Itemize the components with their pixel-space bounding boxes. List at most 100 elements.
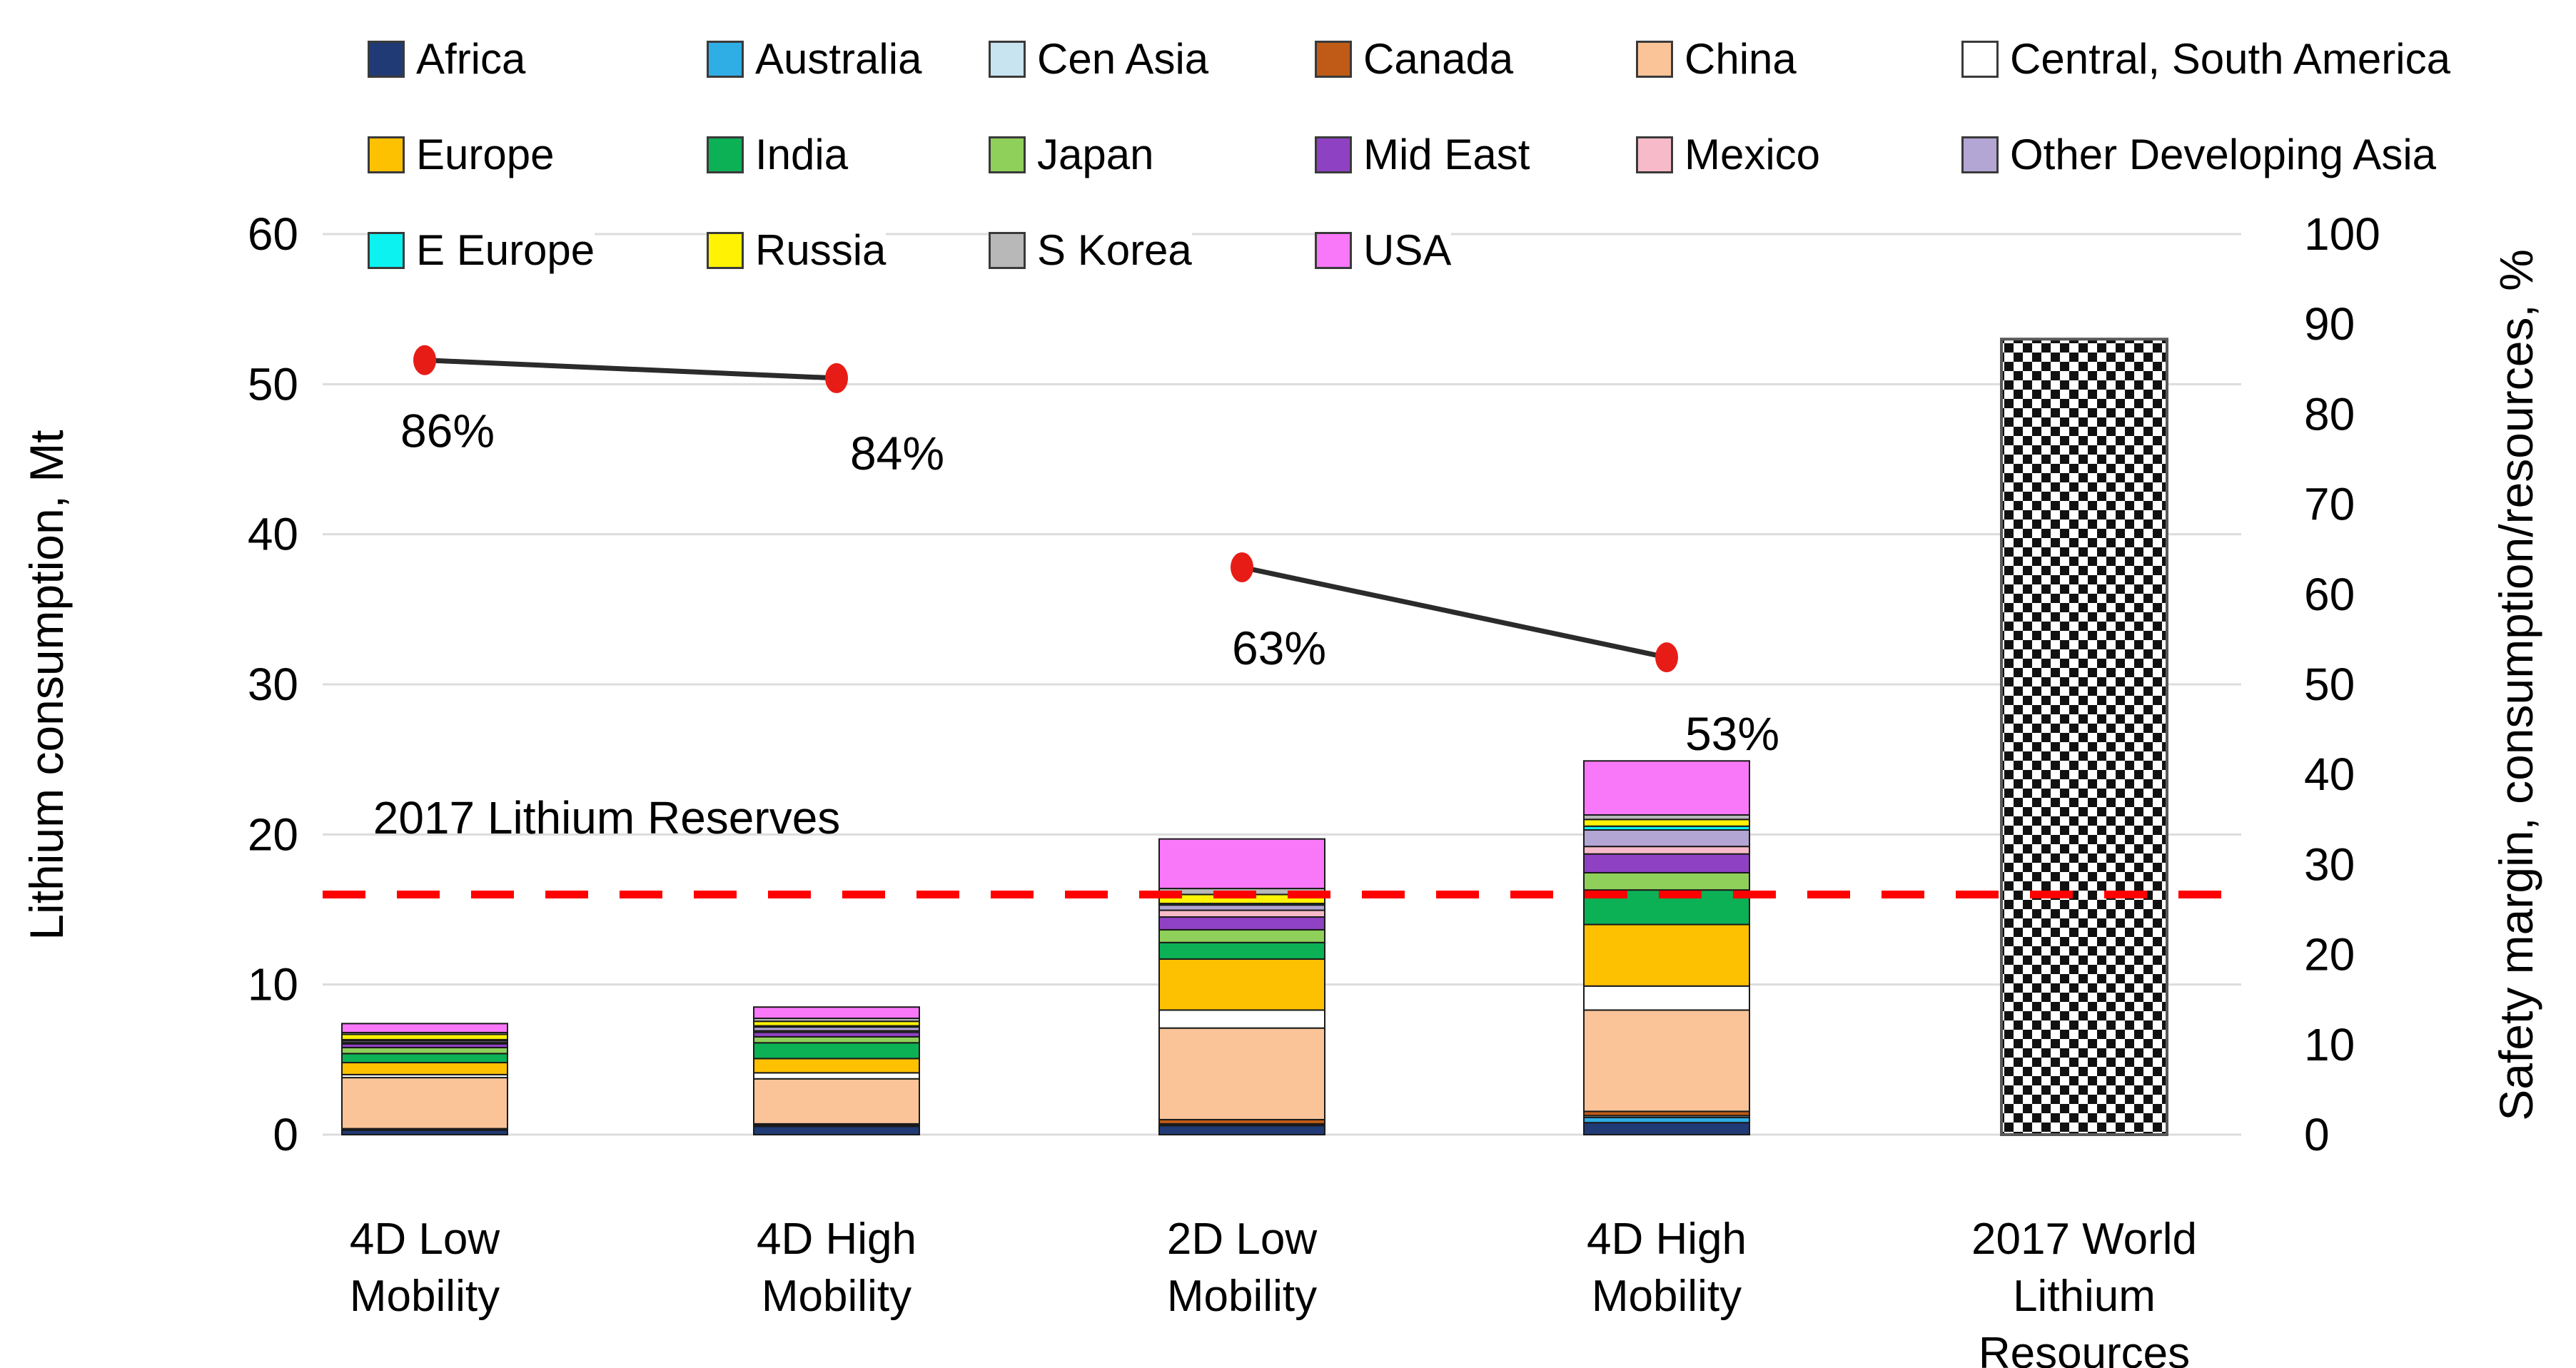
bar-segment-europe (1583, 923, 1750, 987)
bar-segment-india (1158, 941, 1325, 960)
legend-label: S Korea (1037, 226, 1192, 274)
bar-segment-india (341, 1053, 508, 1064)
bar-segment-mexico (1583, 846, 1750, 855)
right-axis-tick-50: 50 (2304, 659, 2355, 710)
bar-segment-china (1583, 1009, 1750, 1113)
legend-label: Japan (1037, 131, 1154, 178)
legend-item-china: China (1636, 31, 1797, 87)
legend-label: Other Developing Asia (2010, 131, 2437, 178)
category-label-0: 4D Low Mobility (350, 1215, 500, 1321)
legend-label: Mid East (1363, 131, 1530, 178)
legend-swatch-icon (1315, 136, 1352, 173)
left-axis-tick-0: 0 (273, 1109, 298, 1160)
legend-swatch-icon (1636, 136, 1673, 173)
safety-margin-marker (413, 345, 436, 375)
bar-segment-india (753, 1042, 920, 1060)
right-axis-tick-60: 60 (2304, 569, 2355, 620)
bar-segment-china (1158, 1027, 1325, 1120)
right-axis-tick-80: 80 (2304, 388, 2355, 440)
legend-swatch-icon (368, 41, 405, 78)
bar-segment-other-developing-asia (1158, 904, 1325, 911)
bar-segment-central-south-america (1158, 1009, 1325, 1029)
legend-label: Central, South America (2010, 35, 2450, 83)
bar-segment-africa (1583, 1122, 1750, 1136)
bar-segment-russia (1583, 819, 1750, 827)
legend-swatch-icon (707, 232, 744, 269)
left-axis-tick-60: 60 (248, 208, 298, 260)
legend-item-canada: Canada (1315, 31, 1514, 87)
bar-segment-australia (1583, 1116, 1750, 1124)
legend-item-central-south-america: Central, South America (1961, 31, 2450, 87)
legend-item-cen-asia: Cen Asia (989, 31, 1209, 87)
legend-item-europe: Europe (368, 127, 555, 183)
right-axis-tick-40: 40 (2304, 749, 2355, 800)
legend-label: China (1684, 35, 1797, 83)
legend-item-india: India (707, 127, 849, 183)
legend-swatch-icon (1961, 136, 1999, 173)
legend-item-usa: USA (1315, 223, 1452, 278)
legend-swatch-icon (989, 232, 1026, 269)
safety-margin-line (424, 358, 837, 381)
safety-margin-marker (1655, 642, 1678, 673)
safety-margin-line (1241, 564, 1667, 660)
bar-segment-russia (341, 1033, 508, 1040)
category-label-1: 4D High Mobility (757, 1215, 916, 1321)
bar-segment-china (341, 1077, 508, 1130)
resources-bar (2000, 338, 2168, 1137)
legend-item-mexico: Mexico (1636, 127, 1821, 183)
bar-segment-africa (1158, 1125, 1325, 1136)
safety-margin-marker (825, 363, 848, 393)
legend-swatch-icon (1961, 41, 1999, 78)
bar-segment-japan (341, 1047, 508, 1055)
category-label-2: 2D Low Mobility (1167, 1215, 1317, 1321)
legend-swatch-icon (989, 136, 1026, 173)
legend-label: Russia (755, 226, 887, 274)
legend-swatch-icon (368, 136, 405, 173)
bar-segment-europe (753, 1058, 920, 1074)
legend-label: Australia (755, 35, 922, 83)
legend-label: Canada (1363, 35, 1514, 83)
bar-segment-japan (1158, 928, 1325, 943)
right-axis-tick-0: 0 (2304, 1109, 2330, 1160)
bar-segment-japan (1583, 871, 1750, 891)
legend-swatch-icon (707, 136, 744, 173)
legend-label: Africa (416, 35, 526, 83)
bar-segment-africa (753, 1125, 920, 1135)
right-axis-tick-20: 20 (2304, 929, 2355, 981)
bar-segment-mexico (1158, 909, 1325, 918)
legend-swatch-icon (707, 41, 744, 78)
legend-item-other-developing-asia: Other Developing Asia (1961, 127, 2437, 183)
legend-swatch-icon (1636, 41, 1673, 78)
legend-label: E Europe (416, 226, 595, 274)
legend-label: India (755, 131, 849, 178)
legend-item-australia: Australia (707, 31, 922, 87)
right-axis-tick-10: 10 (2304, 1019, 2355, 1070)
safety-margin-value-label: 84% (850, 427, 944, 480)
legend-item-s-korea: S Korea (989, 223, 1192, 278)
category-label-4: 2017 World Lithium Resources (1971, 1215, 2197, 1368)
right-axis-tick-90: 90 (2304, 298, 2355, 350)
bar-segment-other-developing-asia (1583, 829, 1750, 848)
legend-swatch-icon (368, 232, 405, 269)
bar-segment-china (753, 1078, 920, 1125)
left-axis-tick-30: 30 (248, 659, 298, 710)
legend-item-mid-east: Mid East (1315, 127, 1530, 183)
category-label-3: 4D High Mobility (1587, 1215, 1747, 1321)
bar-segment-europe (1158, 958, 1325, 1011)
safety-margin-value-label: 53% (1685, 707, 1779, 760)
legend-item-e-europe: E Europe (368, 223, 595, 278)
left-axis-tick-50: 50 (248, 358, 298, 410)
left-axis-title: Lithium consumption, Mt (20, 430, 73, 940)
legend-label: Cen Asia (1037, 35, 1209, 83)
bar-segment-usa (1583, 760, 1750, 816)
right-axis-tick-30: 30 (2304, 838, 2355, 890)
safety-margin-value-label: 86% (400, 405, 495, 457)
legend-swatch-icon (989, 41, 1026, 78)
bar-segment-central-south-america (1583, 985, 1750, 1011)
bar-segment-central-south-america (753, 1072, 920, 1080)
legend-swatch-icon (1315, 41, 1352, 78)
legend-swatch-icon (1315, 232, 1352, 269)
right-axis-tick-70: 70 (2304, 479, 2355, 530)
